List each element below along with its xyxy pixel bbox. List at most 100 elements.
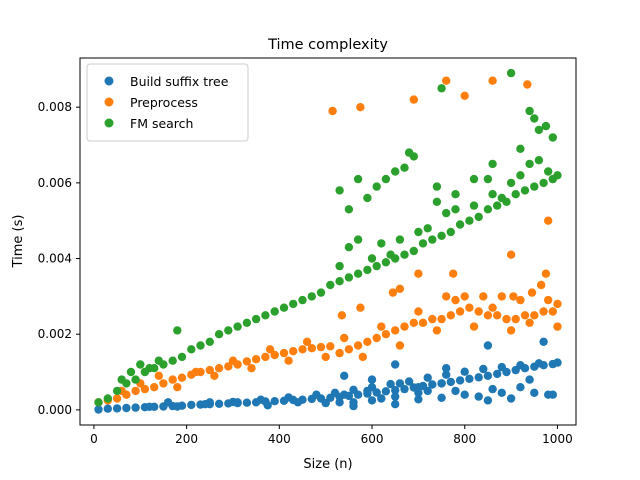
- data-point: [358, 352, 367, 362]
- data-point: [530, 114, 539, 123]
- data-point: [270, 350, 279, 360]
- data-point: [210, 371, 219, 380]
- data-point: [377, 322, 386, 331]
- data-point: [353, 235, 363, 244]
- data-point: [506, 250, 516, 259]
- data-point: [372, 182, 381, 191]
- data-point: [196, 341, 205, 350]
- data-point: [205, 398, 214, 407]
- data-point: [321, 352, 330, 362]
- x-tick-label: 0: [90, 432, 98, 446]
- data-point: [395, 284, 405, 293]
- data-point: [423, 373, 432, 382]
- data-point: [159, 379, 168, 388]
- data-point: [353, 341, 363, 350]
- data-point: [409, 152, 418, 161]
- data-point: [363, 386, 372, 396]
- data-point: [469, 322, 479, 331]
- data-point: [483, 371, 493, 380]
- data-point: [298, 295, 307, 305]
- data-point: [356, 103, 365, 112]
- data-point: [337, 311, 347, 320]
- y-tick-label: 0.006: [38, 176, 72, 190]
- data-point: [479, 364, 488, 374]
- data-point: [377, 239, 386, 248]
- data-point: [428, 235, 437, 244]
- data-point: [242, 318, 252, 327]
- data-point: [516, 361, 525, 370]
- data-point: [265, 345, 275, 354]
- data-point: [377, 394, 386, 403]
- data-point: [451, 190, 460, 199]
- data-point: [428, 380, 437, 389]
- data-point: [511, 314, 520, 324]
- data-point: [442, 292, 451, 301]
- data-point: [214, 364, 224, 373]
- data-point: [312, 390, 321, 399]
- data-point: [442, 76, 451, 85]
- data-point: [534, 156, 544, 165]
- data-point: [344, 273, 354, 282]
- data-point: [460, 91, 469, 101]
- chart-title: Time complexity: [267, 37, 388, 53]
- data-point: [437, 393, 446, 402]
- data-point: [140, 384, 150, 394]
- data-point: [497, 362, 506, 372]
- data-point: [423, 386, 432, 396]
- data-point: [506, 326, 516, 335]
- data-point: [553, 299, 562, 309]
- data-point: [103, 394, 113, 403]
- data-point: [386, 379, 395, 389]
- data-point: [432, 197, 442, 206]
- data-point: [544, 167, 553, 176]
- data-point: [145, 402, 154, 411]
- data-point: [469, 201, 479, 210]
- data-point: [400, 322, 409, 331]
- data-point: [168, 356, 177, 365]
- data-point: [409, 318, 418, 327]
- legend-marker: [104, 76, 114, 86]
- legend: Build suffix tree Preprocess FM search: [86, 63, 249, 142]
- data-point: [344, 345, 354, 354]
- x-tick-label: 600: [361, 432, 384, 446]
- data-point: [112, 404, 122, 413]
- data-point: [525, 318, 534, 327]
- data-point: [154, 356, 163, 365]
- data-point: [548, 307, 557, 316]
- x-tick-label: 400: [268, 432, 291, 446]
- data-point: [363, 265, 372, 275]
- data-point: [525, 375, 534, 384]
- data-point: [233, 322, 242, 331]
- data-point: [497, 193, 506, 203]
- data-point: [112, 386, 122, 396]
- data-point: [279, 348, 289, 358]
- series-0: [94, 337, 562, 414]
- data-point: [154, 371, 163, 380]
- data-point: [400, 163, 409, 172]
- data-point: [537, 280, 546, 290]
- data-point: [520, 186, 530, 195]
- data-point: [460, 292, 469, 301]
- data-point: [409, 246, 418, 256]
- data-point: [511, 190, 520, 199]
- data-point: [469, 174, 479, 184]
- data-point: [173, 402, 182, 411]
- data-point: [340, 390, 349, 399]
- data-point: [488, 159, 497, 169]
- data-point: [284, 393, 293, 402]
- data-point: [391, 167, 400, 176]
- data-point: [544, 216, 553, 225]
- data-point: [381, 174, 391, 184]
- data-point: [516, 295, 525, 305]
- plot-frame: [79, 57, 577, 426]
- data-point: [437, 84, 446, 93]
- data-point: [367, 396, 377, 405]
- data-point: [474, 307, 483, 316]
- data-point: [326, 280, 335, 290]
- data-point: [224, 326, 233, 335]
- data-point: [214, 330, 224, 339]
- data-point: [349, 401, 358, 411]
- data-point: [328, 106, 337, 116]
- data-point: [446, 311, 455, 320]
- series-2: [94, 68, 562, 407]
